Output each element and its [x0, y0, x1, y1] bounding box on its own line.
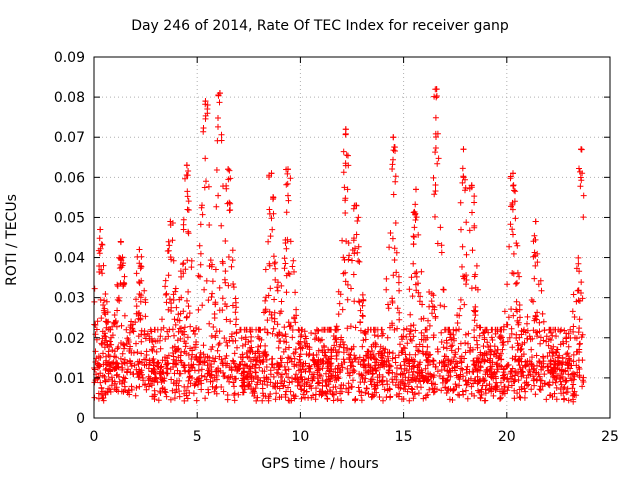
- y-tick-label: 0.03: [54, 291, 85, 307]
- data-points: [91, 86, 587, 405]
- x-tick-label: 15: [395, 429, 413, 445]
- roti-peak-point: [136, 246, 143, 253]
- y-tick-label: 0.02: [54, 331, 85, 347]
- roti-peak-point: [468, 182, 475, 189]
- roti-peak-point: [390, 134, 397, 141]
- y-tick-label: 0.07: [54, 130, 85, 146]
- roti-peak-point: [285, 166, 292, 173]
- roti-peak-point: [117, 238, 124, 245]
- y-tick-label: 0.01: [54, 371, 85, 387]
- roti-peak-point: [216, 90, 223, 97]
- roti-peak-point: [183, 162, 190, 169]
- roti-peak-point: [342, 126, 349, 133]
- roti-peak-point: [578, 146, 585, 153]
- roti-peak-point: [167, 218, 174, 225]
- x-tick-label: 10: [291, 429, 309, 445]
- x-tick-label: 5: [193, 429, 202, 445]
- x-tick-label: 20: [498, 429, 516, 445]
- y-tick-label: 0.05: [54, 210, 85, 226]
- axis-ticks: 0 0.01 0.02 0.03 0.04 0.05 0.06 0.07 0.08 0.09 0 5 1…: [54, 50, 619, 445]
- plot-frame: [93, 56, 611, 419]
- roti-peak-point: [97, 226, 104, 233]
- y-tick-label: 0: [76, 411, 85, 427]
- roti-peak-point: [225, 166, 232, 173]
- chart-title: Day 246 of 2014, Rate Of TEC Index for r…: [131, 18, 509, 34]
- roti-peak-point: [202, 98, 209, 105]
- roti-peak-point: [268, 170, 275, 177]
- roti-peak-point: [353, 202, 360, 209]
- x-tick-label: 25: [601, 429, 619, 445]
- x-tick-label: 0: [90, 429, 99, 445]
- roti-peak-point: [433, 86, 440, 93]
- roti-peak-point: [460, 146, 467, 153]
- roti-peak-point: [509, 170, 516, 177]
- y-tick-label: 0.06: [54, 170, 85, 186]
- y-tick-label: 0.09: [54, 50, 85, 66]
- roti-peak-point: [412, 186, 419, 193]
- y-tick-label: 0.04: [54, 251, 85, 267]
- roti-peak-point: [532, 218, 539, 225]
- y-tick-label: 0.08: [54, 90, 85, 106]
- roti-point-markers: [91, 86, 587, 405]
- x-axis-label: GPS time / hours: [261, 456, 379, 472]
